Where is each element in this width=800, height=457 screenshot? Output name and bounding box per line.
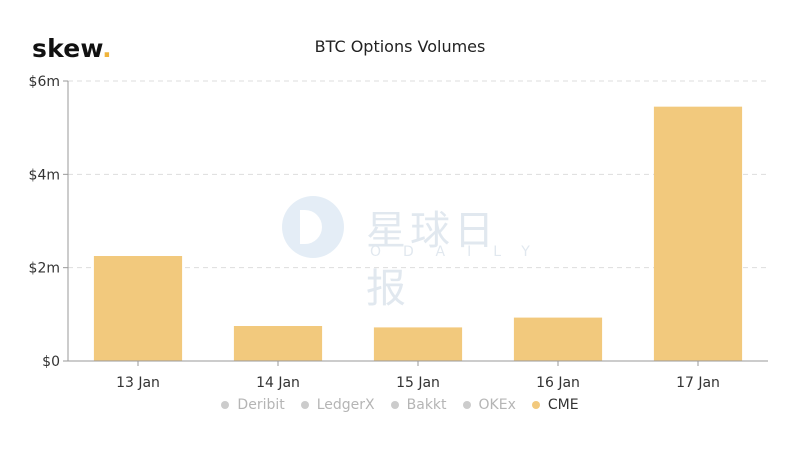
y-tick-label: $2m — [29, 261, 60, 277]
odaily-watermark: 星球日报 ODAILY — [282, 196, 532, 312]
y-tick-label: $6m — [29, 74, 60, 90]
legend-label: Deribit — [237, 397, 285, 413]
legend-label: LedgerX — [316, 397, 375, 413]
x-tick-labels: 13 Jan 14 Jan 15 Jan 16 Jan 17 Jan — [116, 361, 720, 391]
legend-item-cme[interactable]: CME — [531, 397, 579, 413]
watermark-cn-text: 星球日报 — [366, 208, 498, 312]
skew-logo: skew. — [32, 34, 112, 63]
legend: Deribit LedgerX Bakkt OKEx CME — [0, 397, 800, 413]
legend-swatch-icon — [531, 401, 540, 409]
legend-item-ledgerx[interactable]: LedgerX — [300, 397, 375, 413]
x-tick-label: 16 Jan — [536, 375, 580, 391]
legend-label: OKEx — [478, 397, 516, 413]
y-tick-label: $0 — [42, 354, 60, 370]
bar-16-jan — [513, 317, 603, 361]
x-tick-label: 14 Jan — [256, 375, 300, 391]
chart-title: BTC Options Volumes — [314, 37, 486, 56]
legend-swatch-icon — [300, 401, 309, 409]
legend-swatch-icon — [221, 401, 230, 409]
legend-swatch-icon — [390, 401, 399, 409]
x-tick-label: 17 Jan — [676, 375, 720, 391]
legend-label: CME — [547, 397, 579, 413]
legend-item-okex[interactable]: OKEx — [462, 397, 516, 413]
logo-dot: . — [102, 34, 112, 63]
bars — [93, 106, 743, 362]
bar-13-jan — [93, 256, 183, 361]
x-tick-label: 15 Jan — [396, 375, 440, 391]
bar-14-jan — [233, 326, 323, 361]
legend-label: Bakkt — [406, 397, 447, 413]
legend-item-deribit[interactable]: Deribit — [221, 397, 285, 413]
y-tick-label: $4m — [29, 167, 60, 183]
legend-swatch-icon — [462, 401, 471, 409]
bar-17-jan — [653, 106, 743, 362]
logo-text: skew — [32, 34, 103, 63]
odaily-logo-icon — [282, 196, 344, 258]
y-tick-labels: $0 $2m $4m $6m — [29, 74, 68, 370]
watermark-en-text: ODAILY — [370, 244, 552, 260]
legend-item-bakkt[interactable]: Bakkt — [390, 397, 447, 413]
x-tick-label: 13 Jan — [116, 375, 160, 391]
bar-15-jan — [373, 327, 463, 361]
